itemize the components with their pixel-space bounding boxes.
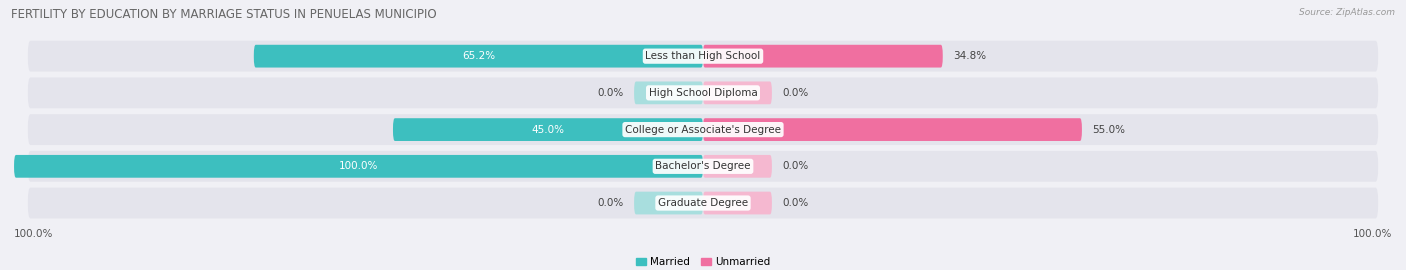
FancyBboxPatch shape xyxy=(703,192,772,214)
Text: 34.8%: 34.8% xyxy=(953,51,986,61)
FancyBboxPatch shape xyxy=(703,45,943,68)
FancyBboxPatch shape xyxy=(28,77,1378,108)
FancyBboxPatch shape xyxy=(28,114,1378,145)
Text: 0.0%: 0.0% xyxy=(782,198,808,208)
FancyBboxPatch shape xyxy=(392,118,703,141)
Text: 0.0%: 0.0% xyxy=(598,88,624,98)
Text: Less than High School: Less than High School xyxy=(645,51,761,61)
Text: Bachelor's Degree: Bachelor's Degree xyxy=(655,161,751,171)
Text: Graduate Degree: Graduate Degree xyxy=(658,198,748,208)
Text: 65.2%: 65.2% xyxy=(461,51,495,61)
FancyBboxPatch shape xyxy=(28,41,1378,72)
Text: Source: ZipAtlas.com: Source: ZipAtlas.com xyxy=(1299,8,1395,17)
FancyBboxPatch shape xyxy=(254,45,703,68)
Text: College or Associate's Degree: College or Associate's Degree xyxy=(626,124,780,135)
Legend: Married, Unmarried: Married, Unmarried xyxy=(631,253,775,270)
Text: 100.0%: 100.0% xyxy=(14,230,53,239)
FancyBboxPatch shape xyxy=(634,192,703,214)
Text: 0.0%: 0.0% xyxy=(782,88,808,98)
FancyBboxPatch shape xyxy=(14,155,703,178)
Text: High School Diploma: High School Diploma xyxy=(648,88,758,98)
Text: 100.0%: 100.0% xyxy=(339,161,378,171)
Text: 45.0%: 45.0% xyxy=(531,124,564,135)
Text: 0.0%: 0.0% xyxy=(598,198,624,208)
FancyBboxPatch shape xyxy=(28,188,1378,218)
FancyBboxPatch shape xyxy=(703,155,772,178)
Text: 55.0%: 55.0% xyxy=(1092,124,1125,135)
Text: 100.0%: 100.0% xyxy=(1353,230,1392,239)
FancyBboxPatch shape xyxy=(28,151,1378,182)
Text: 0.0%: 0.0% xyxy=(782,161,808,171)
FancyBboxPatch shape xyxy=(703,118,1083,141)
FancyBboxPatch shape xyxy=(634,82,703,104)
FancyBboxPatch shape xyxy=(703,82,772,104)
Text: FERTILITY BY EDUCATION BY MARRIAGE STATUS IN PENUELAS MUNICIPIO: FERTILITY BY EDUCATION BY MARRIAGE STATU… xyxy=(11,8,437,21)
